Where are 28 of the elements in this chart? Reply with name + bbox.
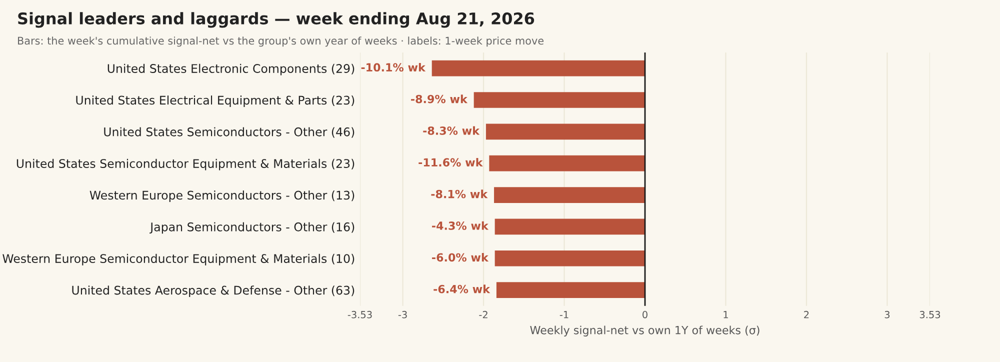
x-tick-label: -3 [398,310,407,318]
y-tick-label: United States Electronic Components (29) [108,64,354,76]
x-tick-label: 3 [884,310,890,318]
chart-title: Signal leaders and laggards — week ending Aug 21, 2026 [18,12,534,28]
annotation: -8.1% wk [431,190,488,198]
x-tick-label: 1 [724,311,728,318]
y-tick-label: United States Semiconductors - Other (46) [104,127,354,138]
x-tick-label: -3.53 [348,310,372,318]
y-tick-label: Western Europe Semiconductor Equipment & Materials (10) [2,254,354,266]
x-tick-label: 3.53 [920,310,940,318]
annotation: -8.9% wk [411,94,468,104]
annotation: -11.6% wk [418,158,483,167]
y-tick-label: United States Aerospace & Defense - Other (63) [72,286,354,297]
y-tick-label: United States Semiconductor Equipment & Materials (23) [16,158,354,170]
annotation: -6.0% wk [432,253,489,262]
y-tick-label: Western Europe Semiconductors - Other (13) [90,190,354,202]
x-axis-title: Weekly signal-net vs own 1Y of weeks (σ) [530,326,760,336]
annotation: -4.3% wk [432,221,489,230]
chart-subtitle: Bars: the week's cumulative signal-net vs the group's own year of weeks · labels: 1-week price move [18,36,544,47]
x-tick-label: -2 [479,310,488,318]
x-tick-label: -1 [560,311,568,318]
y-tick-label: Japan Semiconductors - Other (16) [150,222,354,234]
x-tick-label: 0 [642,310,648,318]
annotation: -10.1% wk [361,62,426,72]
y-tick-label: United States Electrical Equipment & Parts (23) [76,96,354,107]
x-tick-label: 2 [804,310,809,318]
annotation: -6.4% wk [434,284,490,294]
annotation: -8.3% wk [423,126,480,135]
